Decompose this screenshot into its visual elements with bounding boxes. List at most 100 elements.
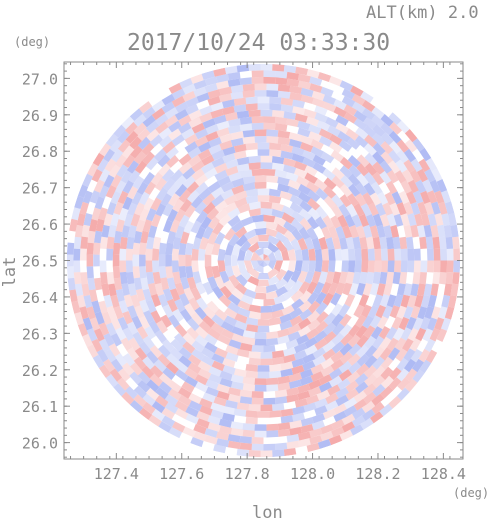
field-cell	[105, 133, 119, 147]
field-cell	[233, 368, 247, 378]
field-cell	[427, 260, 434, 273]
field-cell	[399, 236, 408, 250]
field-cell	[195, 326, 209, 339]
field-cell	[251, 437, 264, 445]
field-cell	[213, 114, 227, 125]
field-cell	[298, 317, 312, 330]
field-cell	[372, 375, 386, 389]
field-cell	[207, 415, 221, 425]
field-cell	[157, 294, 169, 308]
field-cell	[283, 164, 297, 174]
field-cell	[158, 254, 166, 267]
field-cell	[434, 190, 445, 204]
field-cell	[290, 238, 302, 251]
field-cell	[214, 200, 228, 213]
field-cell	[452, 236, 460, 249]
field-cell	[372, 142, 386, 156]
field-cell	[322, 348, 336, 361]
field-cell	[294, 167, 308, 179]
field-cell	[197, 148, 212, 161]
field-cell	[432, 272, 441, 285]
field-cell	[69, 289, 78, 303]
field-cell	[318, 128, 333, 140]
field-cell	[379, 347, 393, 361]
field-cell	[387, 248, 395, 261]
field-cell	[188, 109, 202, 121]
field-cell	[436, 179, 448, 193]
field-cell	[129, 400, 143, 413]
field-cell	[174, 109, 189, 121]
field-cell	[182, 341, 196, 354]
field-cell	[342, 282, 353, 296]
field-cell	[283, 229, 296, 242]
field-cell	[103, 148, 115, 163]
field-cell	[225, 112, 238, 122]
field-cell	[231, 381, 244, 390]
field-cell	[182, 332, 196, 346]
field-cell	[369, 192, 382, 206]
field-cell	[172, 198, 184, 213]
field-cell	[186, 327, 200, 340]
field-cell	[266, 136, 279, 144]
field-cell	[410, 202, 421, 216]
field-cell	[254, 292, 267, 300]
field-cell	[105, 185, 117, 199]
field-cell	[137, 371, 151, 385]
field-cell	[128, 170, 141, 184]
field-cell	[390, 224, 400, 238]
field-cell	[389, 140, 402, 154]
field-cell	[139, 299, 150, 313]
field-cell	[271, 202, 284, 212]
field-cell	[161, 339, 175, 353]
field-cell	[356, 173, 369, 187]
field-cell	[266, 423, 279, 431]
field-cell	[183, 220, 194, 234]
field-cell	[333, 403, 347, 415]
field-cell	[307, 319, 321, 332]
field-cell	[213, 396, 227, 407]
field-cell	[138, 101, 153, 114]
field-cell	[139, 266, 147, 279]
field-cell	[392, 236, 401, 250]
field-cell	[292, 412, 305, 422]
field-cell	[339, 237, 348, 250]
field-cell	[242, 129, 255, 138]
field-cell	[174, 333, 187, 346]
field-cell	[386, 337, 399, 351]
field-cell	[364, 162, 378, 176]
field-cell	[234, 313, 248, 324]
field-cell	[195, 297, 208, 311]
field-cell	[133, 114, 147, 127]
field-cell	[289, 372, 302, 383]
field-cell	[245, 364, 258, 372]
field-cell	[289, 92, 303, 101]
field-cell	[175, 101, 189, 113]
field-cell	[190, 73, 204, 84]
field-cell	[237, 300, 251, 311]
field-cell	[305, 116, 320, 127]
field-cell	[103, 358, 115, 373]
field-cell	[372, 335, 385, 350]
field-cell	[216, 438, 230, 448]
field-cell	[214, 162, 228, 174]
field-cell	[248, 351, 261, 359]
field-cell	[383, 283, 393, 296]
field-cell	[300, 142, 314, 153]
y-tick-label: 26.1	[22, 398, 58, 416]
field-cell	[323, 331, 337, 344]
field-cell	[315, 291, 327, 305]
field-cell	[96, 158, 109, 173]
field-cell	[363, 383, 377, 396]
field-cell	[202, 201, 216, 215]
field-cell	[134, 305, 145, 319]
field-cell	[224, 315, 238, 327]
field-cell	[396, 387, 410, 401]
field-cell	[275, 77, 288, 85]
field-cell	[383, 225, 393, 238]
field-cell	[306, 281, 318, 295]
field-cell	[422, 328, 434, 342]
field-cell	[407, 248, 415, 261]
field-cell	[219, 140, 233, 151]
field-cell	[162, 304, 174, 318]
field-cell	[345, 236, 355, 250]
